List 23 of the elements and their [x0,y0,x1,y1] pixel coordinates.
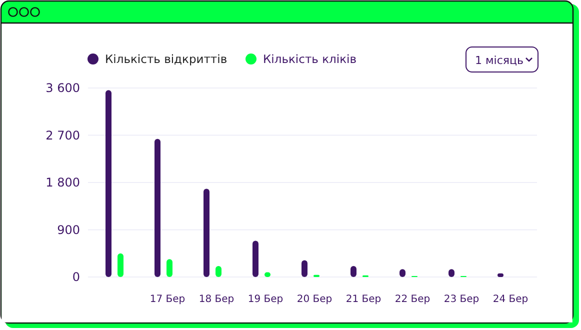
bar [302,260,308,277]
x-tick-label: 17 Бер [150,294,186,305]
legend-label: Кількість кліків [263,52,357,66]
bar [118,253,124,277]
x-tick-label: 24 Бер [492,294,528,305]
y-tick-label: 3 600 [46,81,80,95]
y-tick-label: 1 800 [46,176,80,190]
x-tick-label: 23 Бер [444,294,480,305]
bar [204,188,210,277]
y-tick-label: 2 700 [46,128,80,142]
y-tick-label: 0 [72,270,80,284]
legend-label: Кількість відкриттів [105,52,228,66]
x-tick-label: 21 Бер [346,294,382,305]
x-tick-label: 22 Бер [394,294,430,305]
y-tick-label: 900 [57,222,80,237]
bar [166,259,172,277]
bar [154,138,160,277]
bar [106,90,112,277]
bar [252,240,258,277]
text: 1 місяць [475,54,524,67]
x-tick-label: 19 Бер [248,294,284,305]
x-tick-label: 20 Бер [296,294,332,305]
x-tick-label: 18 Бер [198,294,234,305]
